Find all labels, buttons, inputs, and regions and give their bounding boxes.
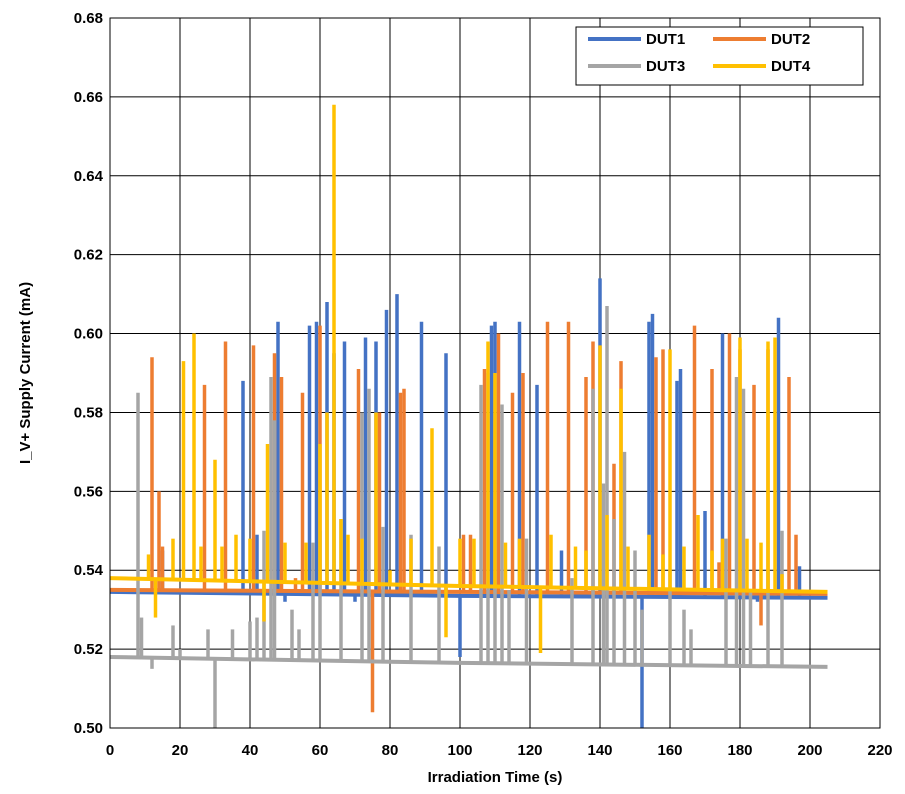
y-tick-label: 0.64 xyxy=(74,168,104,185)
legend-label-dut3: DUT3 xyxy=(646,58,685,75)
y-tick-label: 0.68 xyxy=(74,10,103,27)
y-tick-label: 0.54 xyxy=(74,562,104,579)
x-tick-label: 0 xyxy=(106,742,114,759)
y-tick-label: 0.52 xyxy=(74,641,103,658)
x-axis-ticks: 0 20 40 60 80 100 120 140 160 180 200 220 xyxy=(106,742,893,759)
series-baseline-dut3 xyxy=(109,655,828,669)
y-tick-label: 0.50 xyxy=(74,720,103,737)
x-tick-label: 220 xyxy=(867,742,892,759)
legend-label-dut4: DUT4 xyxy=(771,58,811,75)
x-axis-title: Irradiation Time (s) xyxy=(428,769,563,786)
x-tick-label: 60 xyxy=(312,742,329,759)
y-tick-label: 0.56 xyxy=(74,483,103,500)
x-tick-label: 120 xyxy=(517,742,542,759)
x-tick-label: 100 xyxy=(447,742,472,759)
x-tick-label: 200 xyxy=(797,742,822,759)
series-dut3 xyxy=(109,305,828,728)
x-tick-label: 80 xyxy=(382,742,399,759)
y-tick-label: 0.58 xyxy=(74,404,103,421)
y-axis-title: I_V+ Supply Current (mA) xyxy=(17,282,34,464)
series-dut4 xyxy=(109,104,828,654)
y-axis-ticks: 0.50 0.52 0.54 0.56 0.58 0.60 0.62 0.64 0.66 0.68 xyxy=(74,10,104,737)
y-tick-label: 0.60 xyxy=(74,326,103,343)
y-tick-label: 0.62 xyxy=(74,247,103,264)
plot-area-border xyxy=(109,17,881,729)
x-tick-label: 160 xyxy=(657,742,682,759)
series-layer xyxy=(109,104,828,728)
legend-box xyxy=(575,26,864,86)
x-tick-label: 20 xyxy=(172,742,189,759)
series-dut2 xyxy=(109,321,828,713)
legend-label-dut1: DUT1 xyxy=(646,31,685,48)
x-tick-label: 140 xyxy=(587,742,612,759)
x-tick-label: 180 xyxy=(727,742,752,759)
y-tick-label: 0.66 xyxy=(74,89,103,106)
legend-label-dut2: DUT2 xyxy=(771,31,810,48)
x-tick-label: 40 xyxy=(242,742,259,759)
legend: DUT1 DUT2 DUT3 DUT4 xyxy=(575,26,864,86)
